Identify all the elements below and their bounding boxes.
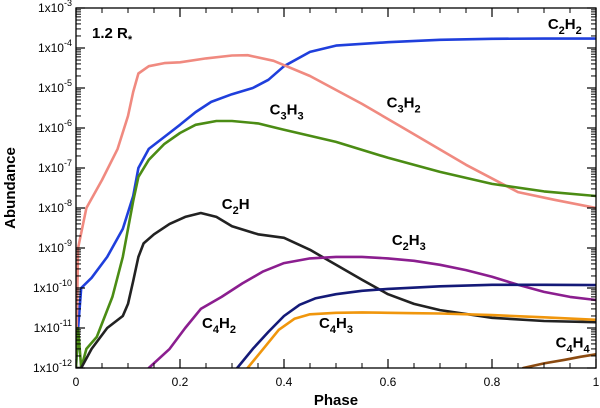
series-line-c3h3	[76, 119, 596, 368]
panel-label: 1.2 R*	[92, 25, 133, 46]
y-axis-title: Abundance	[2, 147, 19, 229]
series-line-c4h2	[235, 283, 596, 368]
y-tick-label: 1x10-6	[38, 118, 72, 135]
label-layer: 0 0.2 0.4 0.6 0.8 1 1x10-12 1x10-11 1x10-10 1x10-…	[33, 0, 600, 389]
panel-label-main: 1.2 R	[92, 25, 128, 42]
series-label-c4h4: C4H4	[556, 334, 591, 355]
y-tick-label: 1x10-12	[33, 358, 72, 375]
y-tick-label: 1x10-8	[38, 198, 72, 215]
series-label-c2h2: C2H2	[548, 16, 582, 37]
x-tick-label: 1	[593, 375, 600, 389]
x-tick-label: 0.2	[172, 375, 189, 389]
series-label-c4h2: C4H2	[202, 315, 236, 336]
series-label-c4h3: C4H3	[319, 315, 353, 336]
series-line-c2h3	[147, 255, 596, 368]
series-line-c2h2	[76, 37, 596, 368]
series-line-c3h2	[76, 53, 596, 368]
series-layer	[76, 37, 596, 368]
y-tick-label: 1x10-11	[34, 318, 72, 335]
y-tick-label: 1x10-7	[38, 158, 72, 175]
y-tick-label: 1x10-10	[33, 278, 72, 295]
series-label-c3h3: C3H3	[270, 101, 304, 122]
tick-layer	[75, 7, 597, 369]
series-line-c2h	[76, 211, 596, 368]
panel-label-subscript: *	[128, 34, 133, 46]
x-tick-label: 0.4	[276, 375, 293, 389]
series-line-c4h4	[521, 352, 596, 368]
series-label-c2h: C2H	[222, 196, 250, 217]
y-tick-label: 1x10-9	[38, 238, 72, 255]
series-label-c3h2: C3H2	[387, 94, 421, 115]
x-axis-title: Phase	[314, 392, 358, 408]
x-tick-label: 0	[73, 375, 80, 389]
series-label-c2h3: C2H3	[392, 232, 426, 253]
y-tick-label: 1x10-4	[38, 38, 72, 55]
y-tick-label: 1x10-3	[38, 0, 72, 15]
series-line-c4h3	[246, 311, 596, 368]
y-tick-label: 1x10-5	[38, 78, 72, 95]
x-tick-label: 0.6	[380, 375, 397, 389]
x-tick-label: 0.8	[484, 375, 501, 389]
